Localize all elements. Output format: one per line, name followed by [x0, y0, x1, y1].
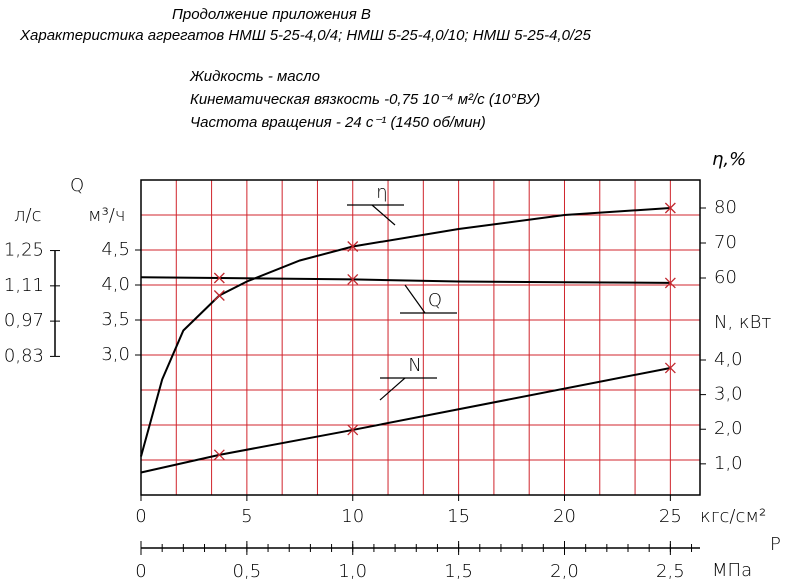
y-tick-label: 3,5: [101, 309, 130, 330]
data-marker: [213, 449, 225, 461]
chart-subtitle: Характеристика агрегатов НМШ 5-25-4,0/4;…: [19, 27, 591, 44]
x-units: кгс/см²: [700, 506, 766, 527]
y3-tick-label: 2,0: [714, 418, 743, 439]
x2-tick-label: 0: [135, 561, 146, 582]
x2-tick-label: 0,5: [233, 561, 262, 582]
y-tick-label: 4,0: [101, 274, 130, 295]
y2-tick-label: 80: [714, 197, 737, 218]
data-marker: [664, 202, 676, 214]
y-ls-tick-label: 1,11: [4, 275, 44, 296]
x-tick-label: 0: [135, 506, 146, 527]
plot-frame: [140, 179, 701, 496]
series-line: [140, 207, 671, 457]
x2-tick-label: 2,5: [656, 561, 685, 582]
data-marker: [664, 277, 676, 289]
x-tick-label: 20: [553, 506, 576, 527]
series-label: N: [408, 355, 421, 376]
y-ls-tick-label: 1,25: [4, 240, 44, 261]
y-units-ls: л/с: [14, 205, 41, 226]
y-tick-label: 3,0: [101, 344, 130, 365]
series-label: Q: [428, 290, 442, 311]
x-tick-label: 25: [659, 506, 682, 527]
data-marker: [664, 362, 676, 374]
y-units: м³/ч: [88, 205, 126, 226]
note: Кинематическая вязкость -0,75 10⁻⁴ м²/с …: [190, 91, 540, 108]
series-line: [140, 276, 671, 284]
x2-tick-label: 1,5: [444, 561, 473, 582]
note: Жидкость - масло: [189, 68, 320, 85]
y-tick-label: 4,5: [101, 239, 130, 260]
y2-axis-label: η,%: [712, 149, 746, 170]
x-axis-label: P: [770, 534, 781, 555]
x2-tick-label: 1,0: [338, 561, 367, 582]
x2-tick-label: 2,0: [550, 561, 579, 582]
chart-title: Продолжение приложения В: [172, 6, 371, 23]
y3-axis-label: N, кВт: [714, 312, 771, 333]
x-tick-label: 5: [241, 506, 252, 527]
leader-line: [371, 204, 396, 226]
y-axis-label: Q: [70, 175, 84, 196]
data-marker: [347, 424, 359, 436]
y3-tick-label: 3,0: [714, 384, 743, 405]
data-marker: [347, 273, 359, 285]
leader-line: [404, 284, 426, 314]
y2-tick-label: 70: [714, 232, 737, 253]
x-tick-label: 10: [341, 506, 364, 527]
series-line: [140, 366, 671, 474]
y-ls-tick-label: 0,83: [4, 345, 44, 366]
data-marker: [213, 290, 225, 301]
x2-units: МПа: [712, 560, 752, 581]
data-marker: [213, 272, 225, 284]
series-label: η: [376, 182, 387, 203]
leader-line: [379, 377, 406, 401]
y-ls-tick-label: 0,97: [4, 310, 44, 331]
y3-tick-label: 1,0: [714, 453, 743, 474]
data-marker: [347, 241, 359, 252]
y2-tick-label: 60: [714, 267, 737, 288]
y3-tick-label: 4,0: [714, 349, 743, 370]
note: Частота вращения - 24 с⁻¹ (1450 об/мин): [190, 114, 486, 131]
x-tick-label: 15: [447, 506, 470, 527]
